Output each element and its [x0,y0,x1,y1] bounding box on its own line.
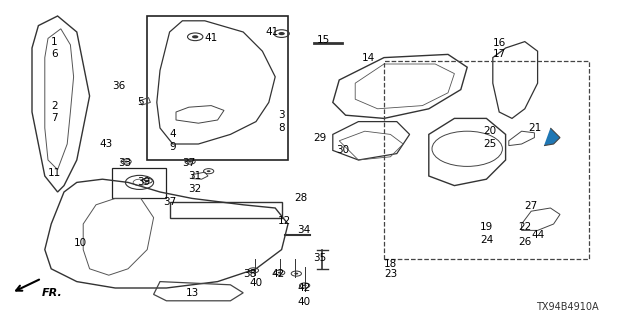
Circle shape [192,35,198,38]
Text: 31: 31 [189,171,202,181]
Text: 42: 42 [298,283,310,293]
Text: 6: 6 [51,49,58,60]
Text: 12: 12 [278,216,291,226]
Bar [112,168,166,198]
Text: FR.: FR. [42,288,62,298]
Text: 18: 18 [384,259,397,269]
Circle shape [188,161,192,163]
Text: 21: 21 [528,123,541,133]
Text: 24: 24 [480,235,493,245]
Text: 15: 15 [317,35,330,45]
Text: 29: 29 [314,132,326,143]
Text: TX94B4910A: TX94B4910A [536,302,598,312]
Text: 44: 44 [531,230,544,240]
Text: 33: 33 [118,158,131,168]
Text: 17: 17 [493,49,506,60]
Text: 40: 40 [250,278,262,288]
Bar [147,16,288,160]
Text: 1: 1 [51,36,58,47]
Text: 2: 2 [51,100,58,111]
Text: 37: 37 [163,196,176,207]
Text: 39: 39 [138,177,150,188]
Circle shape [145,180,149,182]
Text: 4: 4 [170,129,176,140]
Text: 5: 5 [138,97,144,108]
Text: 8: 8 [278,123,285,133]
Text: 11: 11 [48,168,61,178]
Text: 34: 34 [298,225,310,236]
Circle shape [124,161,128,163]
Text: 37: 37 [182,158,195,168]
Text: 25: 25 [483,139,496,149]
Text: 41: 41 [266,27,278,37]
Bar [384,61,589,259]
Text: 35: 35 [314,252,326,263]
Circle shape [303,284,307,286]
Text: 9: 9 [170,142,176,152]
Text: 43: 43 [99,139,112,149]
Circle shape [207,170,211,172]
Text: 27: 27 [525,201,538,212]
Circle shape [252,269,255,271]
Text: 28: 28 [294,193,307,204]
Text: 30: 30 [336,145,349,156]
Text: 32: 32 [189,184,202,194]
Text: 41: 41 [205,33,218,44]
Text: 7: 7 [51,113,58,124]
Text: 38: 38 [243,268,256,279]
Circle shape [278,272,282,274]
Circle shape [278,32,285,35]
Text: 26: 26 [518,236,531,247]
Text: 16: 16 [493,38,506,48]
Text: 42: 42 [272,268,285,279]
Text: 14: 14 [362,52,374,63]
Text: 3: 3 [278,110,285,120]
Text: 23: 23 [384,268,397,279]
Text: 36: 36 [112,81,125,92]
Polygon shape [544,128,560,146]
Text: 20: 20 [483,126,496,136]
Circle shape [294,273,298,275]
Text: 22: 22 [518,222,531,232]
Text: 13: 13 [186,288,198,298]
Text: 40: 40 [298,297,310,308]
Text: 10: 10 [74,238,86,248]
Text: 19: 19 [480,222,493,232]
